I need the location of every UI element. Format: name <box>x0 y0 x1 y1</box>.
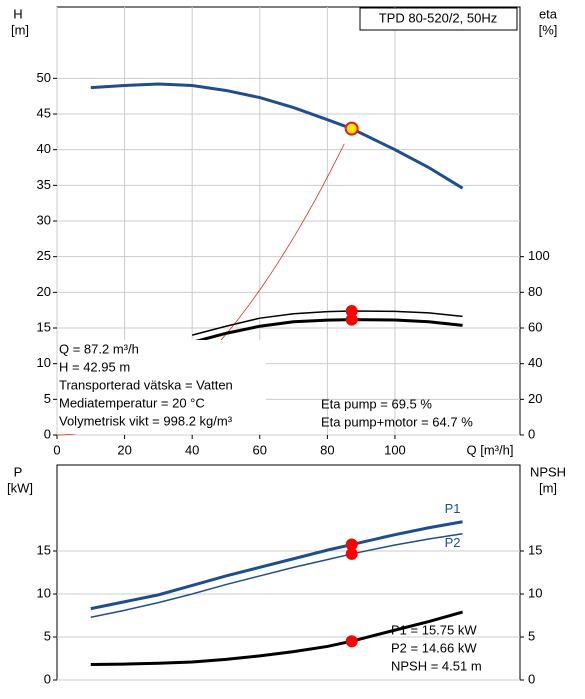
y2-axis-unit: [m] <box>539 480 557 495</box>
y2-tick-label: 80 <box>528 284 542 299</box>
series-line <box>90 610 463 667</box>
info-text: NPSH = 4.51 m <box>391 658 482 673</box>
y2-tick-label: 5 <box>528 628 535 643</box>
info-text: Eta pump+motor = 64.7 % <box>321 414 473 429</box>
y-axis-unit: [m] <box>11 22 29 37</box>
y2-axis-unit: [%] <box>539 22 558 37</box>
series-line <box>90 82 464 190</box>
info-box <box>58 340 266 434</box>
y-tick-label: 0 <box>44 426 51 441</box>
y2-tick-label: 100 <box>528 248 550 263</box>
y-tick-label: 10 <box>37 585 51 600</box>
y-tick-label: 30 <box>37 212 51 227</box>
y-tick-label: 40 <box>37 141 51 156</box>
x-tick-label: 0 <box>53 442 60 457</box>
title-box <box>359 7 518 31</box>
y2-tick-label: 20 <box>528 391 542 406</box>
x-tick-label: 100 <box>384 442 406 457</box>
y-axis-unit: [kW] <box>7 480 33 495</box>
y2-axis-label: eta <box>539 6 558 21</box>
info-text: Eta pump = 69.5 % <box>321 396 432 411</box>
series-line <box>191 318 463 344</box>
y-tick-label: 0 <box>44 671 51 686</box>
y2-tick-label: 15 <box>528 542 542 557</box>
info-text: Q = 87.2 m³/h <box>59 341 139 356</box>
y-tick-label: 25 <box>37 248 51 263</box>
info-text: Mediatemperatur = 20 °C <box>59 395 205 410</box>
x-tick-label: 60 <box>253 442 267 457</box>
y-tick-label: 20 <box>37 284 51 299</box>
y-axis-label: H <box>13 6 22 21</box>
info-text: P1 = 15.75 kW <box>391 622 477 637</box>
duty-point <box>344 121 359 136</box>
y2-tick-label: 0 <box>528 671 535 686</box>
duty-point <box>345 547 358 560</box>
y2-tick-label: 0 <box>528 426 535 441</box>
series-line <box>90 533 463 618</box>
chart-title: TPD 80-520/2, 50Hz <box>379 10 498 25</box>
x-tick-label: 40 <box>185 442 199 457</box>
info-text: Transporterad vätska = Vatten <box>59 377 233 392</box>
y-tick-label: 10 <box>37 355 51 370</box>
series-line <box>90 520 463 611</box>
duty-point <box>345 313 358 326</box>
y-axis-label: P <box>14 464 23 479</box>
duty-point <box>345 635 358 648</box>
series-line <box>191 310 463 336</box>
x-tick-label: 80 <box>320 442 334 457</box>
x-tick-label: 20 <box>117 442 131 457</box>
series-label: P2 <box>445 535 461 550</box>
y-tick-label: 5 <box>44 628 51 643</box>
y-tick-label: 50 <box>37 70 51 85</box>
x-axis-label: Q [m³/h] <box>467 442 514 457</box>
y2-tick-label: 10 <box>528 585 542 600</box>
y-tick-label: 35 <box>37 177 51 192</box>
info-text: H = 42.95 m <box>59 359 130 374</box>
series-label: P1 <box>445 501 461 516</box>
y-tick-label: 15 <box>37 542 51 557</box>
y2-tick-label: 60 <box>528 319 542 334</box>
info-text: P2 = 14.66 kW <box>391 640 477 655</box>
y2-tick-label: 40 <box>528 355 542 370</box>
info-text: Volymetrisk vikt = 998.2 kg/m³ <box>59 413 233 428</box>
y2-axis-label: NPSH <box>530 464 566 479</box>
y-tick-label: 5 <box>44 391 51 406</box>
y-tick-label: 45 <box>37 105 51 120</box>
y-tick-label: 15 <box>37 319 51 334</box>
plot-area <box>56 464 521 681</box>
